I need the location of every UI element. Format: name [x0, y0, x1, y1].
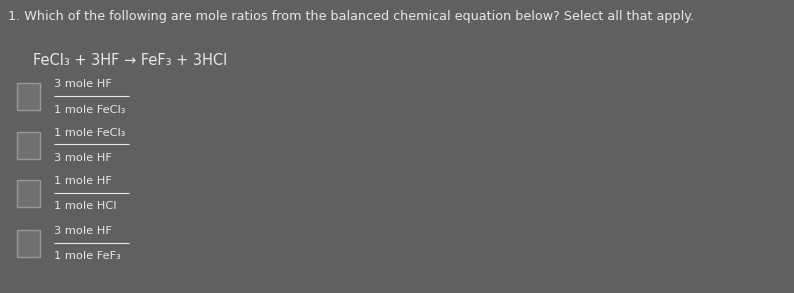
Text: 1 mole FeCl₃: 1 mole FeCl₃ — [54, 128, 125, 138]
FancyBboxPatch shape — [17, 180, 40, 207]
Text: 3 mole HF: 3 mole HF — [54, 79, 112, 89]
FancyBboxPatch shape — [17, 83, 40, 110]
Text: 1 mole HCl: 1 mole HCl — [54, 202, 117, 212]
FancyBboxPatch shape — [17, 230, 40, 257]
Text: FeCl₃ + 3HF → FeF₃ + 3HCl: FeCl₃ + 3HF → FeF₃ + 3HCl — [33, 53, 228, 68]
Text: 1 mole FeCl₃: 1 mole FeCl₃ — [54, 105, 125, 115]
Text: 3 mole HF: 3 mole HF — [54, 153, 112, 163]
Text: 1 mole HF: 1 mole HF — [54, 176, 112, 186]
FancyBboxPatch shape — [17, 132, 40, 159]
Text: 1. Which of the following are mole ratios from the balanced chemical equation be: 1. Which of the following are mole ratio… — [8, 10, 694, 23]
Text: 3 mole HF: 3 mole HF — [54, 226, 112, 236]
Text: 1 mole FeF₃: 1 mole FeF₃ — [54, 251, 121, 261]
